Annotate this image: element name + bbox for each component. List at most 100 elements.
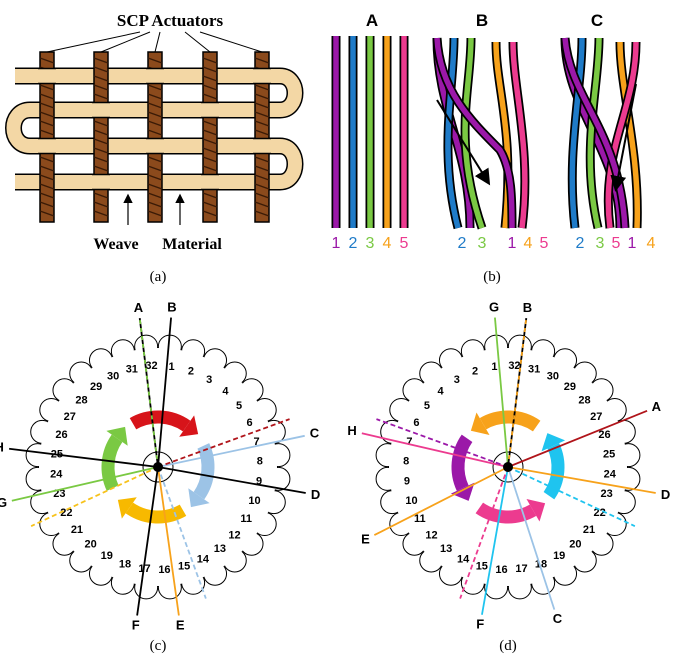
actuator-stripe xyxy=(147,156,163,163)
actuator-stripe xyxy=(39,84,55,91)
strand-number: 2 xyxy=(576,235,585,252)
line-label: F xyxy=(132,617,140,632)
panel-d-caption: (d) xyxy=(499,638,517,654)
direction-arrow xyxy=(475,502,537,524)
yarn-line xyxy=(30,466,159,527)
line-label: D xyxy=(311,487,320,502)
slot-number: 11 xyxy=(414,513,426,525)
actuator-stripe xyxy=(147,201,163,208)
actuator-stripe xyxy=(39,174,55,181)
slot-number: 15 xyxy=(476,561,488,573)
slot-number: 30 xyxy=(107,370,119,382)
actuator-stripe xyxy=(39,201,55,208)
slot-number: 4 xyxy=(438,385,445,397)
line-label: E xyxy=(176,617,185,632)
actuator-stripe xyxy=(39,210,55,217)
weave-over xyxy=(92,103,110,117)
strand-number: 5 xyxy=(400,235,409,252)
strand-c xyxy=(569,37,585,229)
slot-number: 19 xyxy=(101,550,113,562)
actuator-stripe xyxy=(254,93,270,100)
slot-number: 14 xyxy=(457,554,470,566)
line-label: A xyxy=(652,399,662,414)
weave-over xyxy=(253,139,271,153)
actuator-stripe xyxy=(254,156,270,163)
weave-over xyxy=(92,175,110,189)
direction-arrow xyxy=(479,410,541,432)
actuator-stripe xyxy=(147,129,163,136)
slot-number: 16 xyxy=(158,564,170,576)
panel-c: 1234567891011121314151617181920212223242… xyxy=(0,300,320,633)
actuator-stripe xyxy=(39,156,55,163)
slot-number: 7 xyxy=(254,436,260,448)
strand-number: 5 xyxy=(612,235,621,252)
actuator-stripe xyxy=(254,111,270,118)
actuator-stripe xyxy=(93,138,109,145)
slot-number: 8 xyxy=(403,456,409,468)
slot-number: 15 xyxy=(178,561,190,573)
line-label: H xyxy=(347,423,356,438)
strand-c xyxy=(562,37,628,229)
actuator-stripe xyxy=(39,192,55,199)
slot-number: 2 xyxy=(472,365,478,377)
yarn-line xyxy=(459,466,509,599)
actuator-stripe xyxy=(254,57,270,64)
actuator-stripe xyxy=(93,201,109,208)
slot-number: 5 xyxy=(236,400,242,412)
actuator-post xyxy=(202,51,218,223)
slot-number: 4 xyxy=(222,385,229,397)
yarn-line xyxy=(9,447,159,468)
actuator-stripe xyxy=(39,111,55,118)
slot-number: 22 xyxy=(60,507,72,519)
line-label: B xyxy=(523,300,532,315)
weave-over xyxy=(253,69,271,83)
slot-number: 3 xyxy=(454,374,460,386)
actuator-stripe xyxy=(93,156,109,163)
slot-number: 7 xyxy=(406,436,412,448)
actuator-post xyxy=(147,51,163,223)
line-label: G xyxy=(0,495,7,510)
actuator-post xyxy=(254,51,270,223)
slot-number: 30 xyxy=(547,370,559,382)
center-hub xyxy=(153,462,163,472)
actuator-stripe xyxy=(93,66,109,73)
yarn-line-overlay xyxy=(138,318,159,468)
line-label: A xyxy=(134,300,144,315)
yarn-line xyxy=(136,466,159,616)
strand-number: 2 xyxy=(349,235,358,252)
strand-c xyxy=(587,37,602,229)
actuator-stripe xyxy=(254,174,270,181)
slot-number: 27 xyxy=(590,411,602,423)
yarn-line xyxy=(373,466,509,536)
actuator-stripe xyxy=(202,84,218,91)
panel-b-caption: (b) xyxy=(483,269,501,285)
actuator-stripe xyxy=(202,138,218,145)
yarn-line-overlay xyxy=(507,318,528,468)
slot-number: 24 xyxy=(50,468,63,480)
strands xyxy=(331,36,642,230)
actuator-stripe xyxy=(93,120,109,127)
actuator-stripe xyxy=(93,210,109,217)
yarn-line xyxy=(494,317,509,468)
actuator-stripe xyxy=(39,120,55,127)
scp-actuators xyxy=(38,51,271,223)
actuator-stripe xyxy=(254,183,270,190)
slot-number: 1 xyxy=(491,361,497,373)
slot-number: 13 xyxy=(440,543,452,555)
actuator-stripe xyxy=(202,156,218,163)
strand-number: 4 xyxy=(524,235,533,252)
weave-over xyxy=(38,69,56,83)
slot-number: 31 xyxy=(528,363,540,375)
slot-number: 1 xyxy=(168,361,174,373)
slot-number: 29 xyxy=(90,381,102,393)
slot-number: 5 xyxy=(424,400,430,412)
direction-arrow xyxy=(129,410,191,432)
strand-b xyxy=(510,41,528,229)
actuator-stripe xyxy=(202,165,218,172)
slot-number: 2 xyxy=(188,365,194,377)
group-b-arrow xyxy=(436,99,491,186)
slot-number: 29 xyxy=(564,381,576,393)
yarn-line xyxy=(157,466,306,494)
